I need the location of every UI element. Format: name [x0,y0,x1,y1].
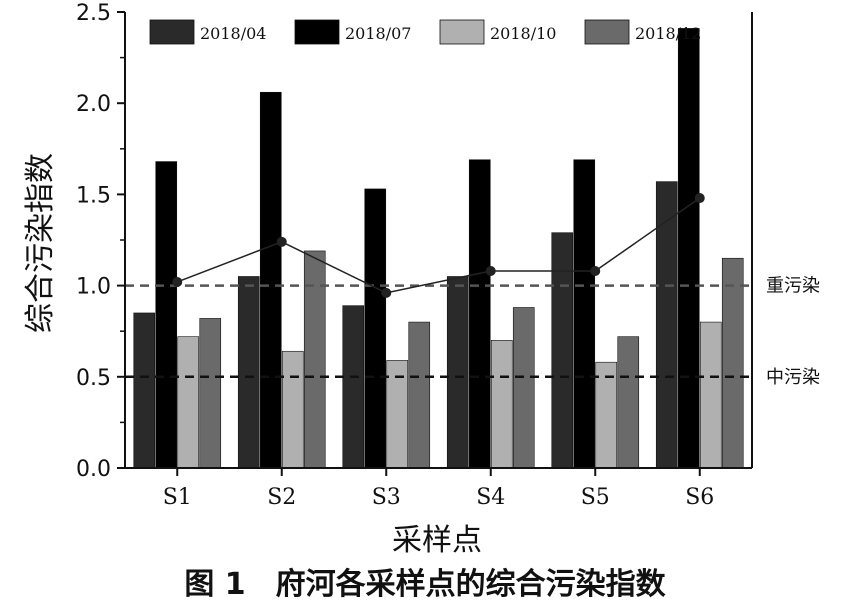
y-tick-label-1: 0.5 [76,366,111,391]
reference-line-label-1: 重污染 [766,276,820,297]
composite-index-point-4 [485,266,496,277]
legend-swatch-3 [439,19,485,45]
bar-s2-series-1 [237,276,260,469]
bar-s1-series-3 [177,336,200,469]
x-tick-label-s6: S6 [685,485,714,510]
bar-s5-series-1 [551,232,574,469]
x-tick-label-s5: S5 [581,485,610,510]
x-tick-label-s4: S4 [476,485,505,510]
bar-s3-series-2 [364,188,387,469]
bar-s2-series-3 [281,350,304,469]
composite-index-point-2 [276,236,287,247]
bar-s6-series-1 [655,181,678,469]
bar-s4-series-3 [490,340,513,469]
bar-s1-series-4 [199,318,222,469]
y-tick-label-0: 0.0 [76,457,111,482]
x-axis-title: 采样点 [392,523,482,558]
legend-label-3: 2018/10 [490,24,556,43]
bar-s6-series-3 [699,321,722,469]
x-tick-label-s1: S1 [163,485,192,510]
bar-s4-series-1 [446,276,469,469]
y-tick-label-2: 1.0 [76,275,111,300]
legend-label-2: 2018/07 [345,24,411,43]
reference-line-label-2: 中污染 [766,367,820,388]
legend-swatch-2 [294,19,340,45]
composite-index-point-3 [381,287,392,298]
bar-s5-series-4 [617,336,640,469]
bar-s3-series-4 [408,321,431,469]
legend: 2018/04 2018/07 2018/10 2018/12 [149,19,701,45]
x-tick-label-s2: S2 [267,485,296,510]
bar-s2-series-2 [259,91,282,469]
bar-s6-series-4 [721,257,744,469]
y-tick-label-5: 2.5 [76,1,111,26]
bar-s2-series-4 [303,250,326,469]
bar-s6-series-2 [677,28,700,469]
figure-caption: 图 1 府河各采样点的综合污染指数 [184,567,666,602]
composite-index-line [176,197,701,294]
legend-label-4: 2018/12 [635,24,701,43]
legend-swatch-1 [149,19,195,45]
composite-index-point-6 [694,193,705,204]
y-tick-label-3: 1.5 [76,183,111,208]
composite-index-point-5 [590,266,601,277]
bar-s1-series-2 [155,161,178,469]
x-tick-label-s3: S3 [372,485,401,510]
bar-s5-series-2 [573,159,596,469]
legend-label-1: 2018/04 [200,24,266,43]
y-axis-title: 综合污染指数 [23,153,58,333]
bar-s4-series-4 [512,307,535,469]
y-tick-label-4: 2.0 [76,92,111,117]
legend-swatch-4 [584,19,630,45]
bar-s5-series-3 [595,361,618,469]
bar-s3-series-1 [342,305,365,469]
bar-s4-series-2 [468,159,491,469]
composite-index-point-1 [172,276,183,287]
bar-s1-series-1 [133,312,156,469]
